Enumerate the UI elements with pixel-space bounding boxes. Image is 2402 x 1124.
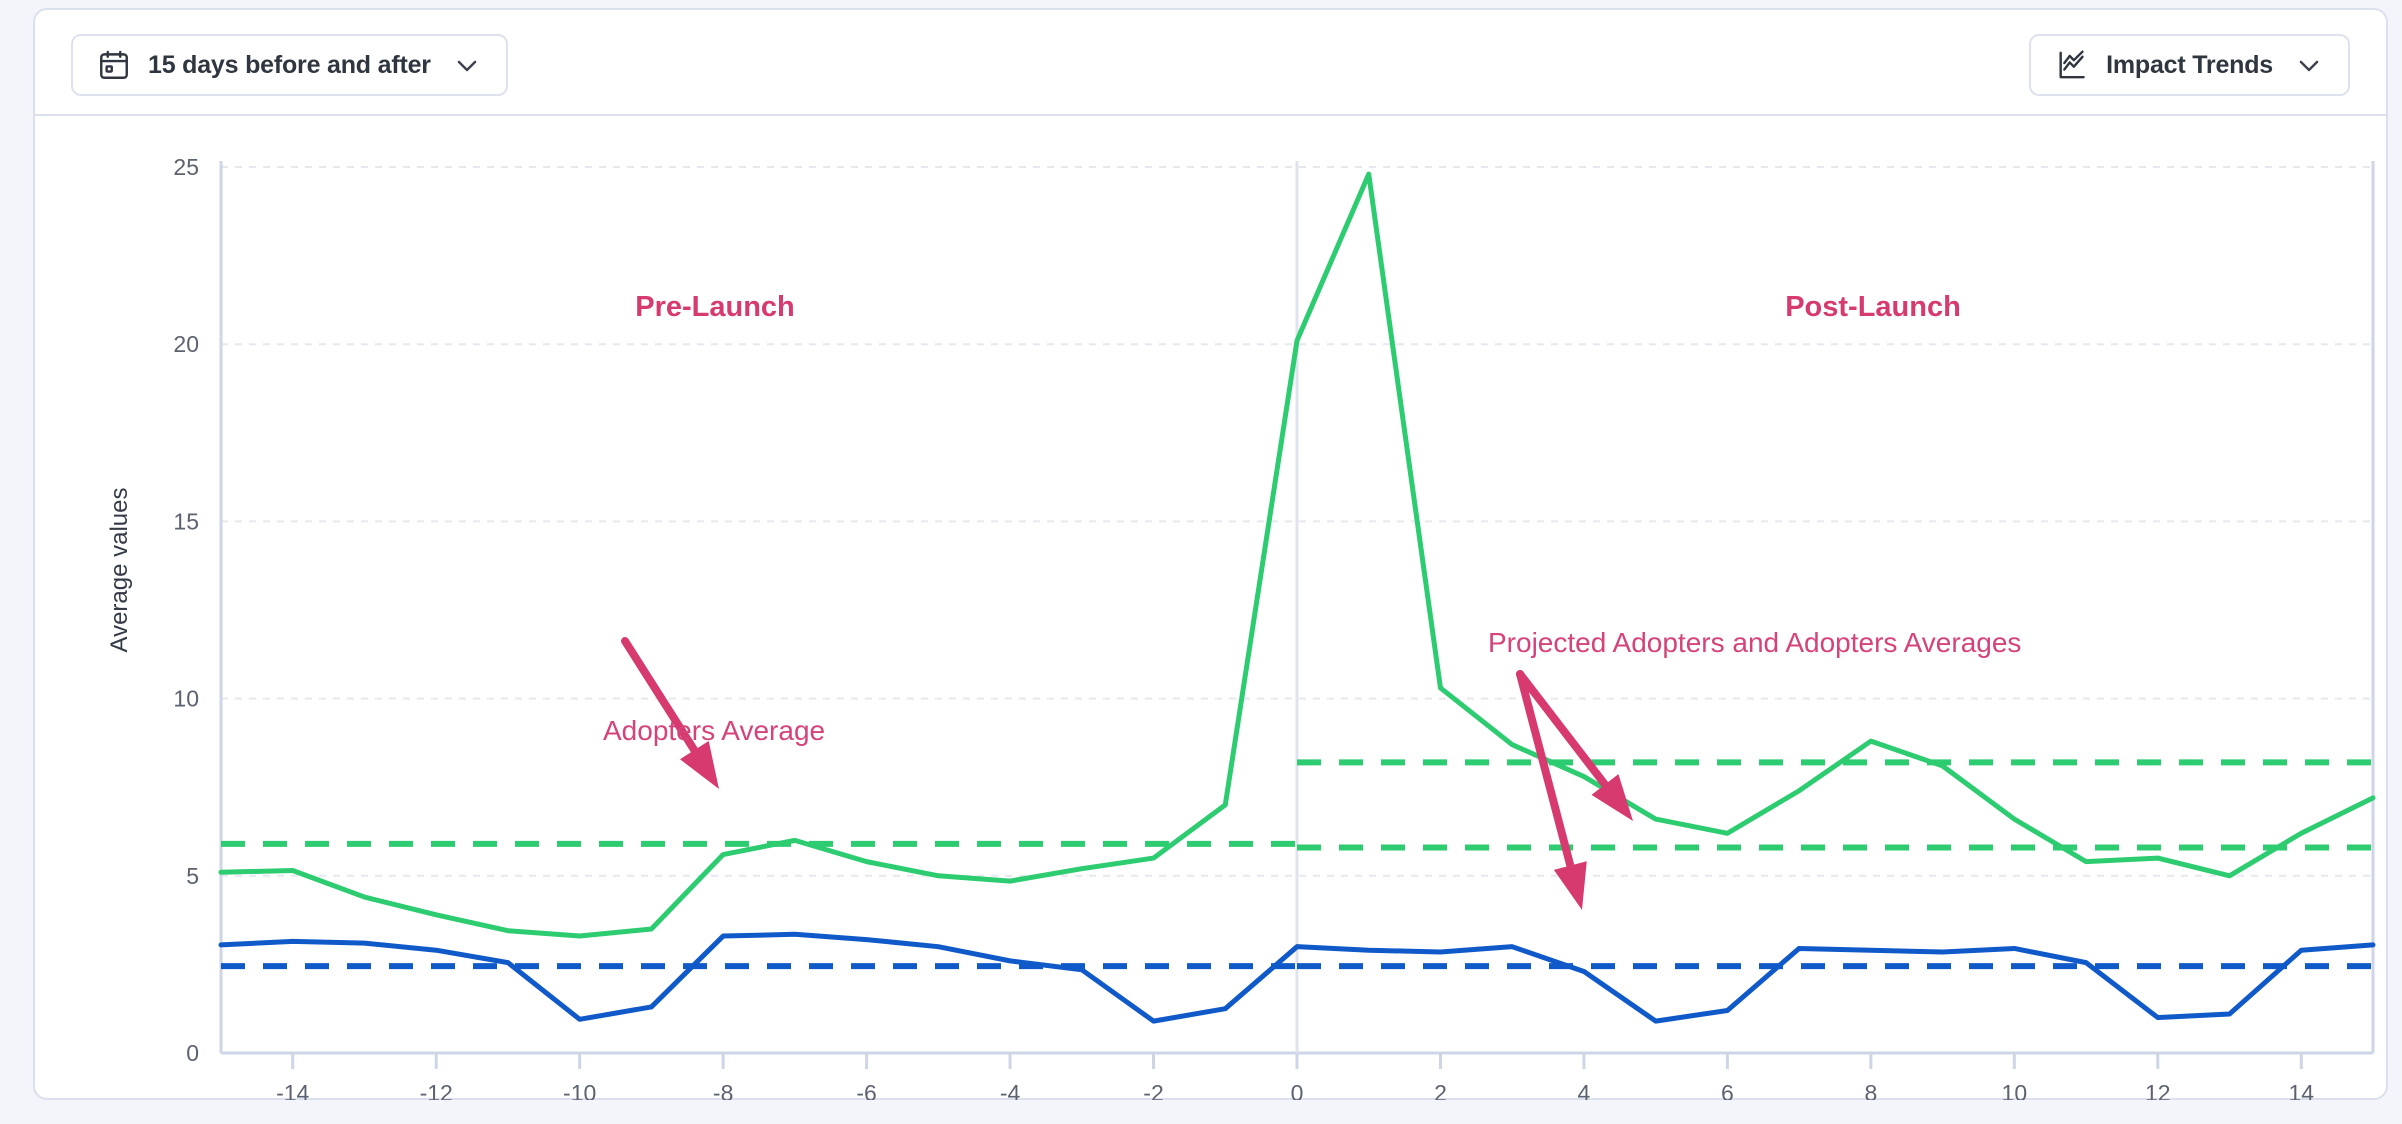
- x-tick-label: -8: [713, 1080, 733, 1100]
- series-line: [218, 931, 2376, 1024]
- x-tick-label: -2: [1143, 1080, 1163, 1100]
- chevron-down-icon[interactable]: [2294, 50, 2324, 80]
- y-tick-label: 20: [173, 331, 199, 357]
- metric-selector[interactable]: Impact Trends: [2029, 34, 2350, 96]
- y-tick-label: 5: [186, 863, 199, 889]
- y-tick-labels: 0 5 10 15 20 25: [173, 154, 199, 1066]
- line-chart-icon: [2055, 48, 2089, 82]
- annotation-arrow-head: [1591, 774, 1633, 821]
- x-tick-label: 10: [2002, 1080, 2028, 1100]
- annotation-arrow-shaft: [1516, 670, 1576, 876]
- y-tick-label: 15: [173, 508, 199, 534]
- calendar-icon: [97, 48, 131, 82]
- annotation-labels: Pre-Launch Post-Launch Adopters Average Pro…: [603, 291, 2021, 746]
- y-tick-label: 25: [173, 154, 199, 180]
- y-axis-title-text: Average values: [106, 488, 133, 653]
- chevron-down-icon[interactable]: [452, 50, 482, 80]
- annotation-arrow-shaft: [1516, 670, 1613, 794]
- x-tick-label: 0: [1291, 1080, 1304, 1100]
- y-tick-label: 0: [186, 1040, 199, 1066]
- series-line: [218, 171, 2376, 939]
- x-tick-label: -4: [1000, 1080, 1021, 1100]
- annotation-post-launch: Post-Launch: [1785, 291, 1961, 323]
- series-lines: [218, 171, 2376, 1024]
- x-tick-label: 4: [1578, 1080, 1591, 1100]
- annotation-arrow-shaft: [621, 637, 702, 760]
- date-range-label: 15 days before and after: [148, 50, 431, 79]
- x-tick-label: -10: [563, 1080, 596, 1100]
- reference-lines: [221, 759, 2373, 970]
- y-axis-title: Average values: [106, 488, 133, 653]
- metric-label: Impact Trends: [2106, 50, 2273, 79]
- annotation-projected-adopters-averages: Projected Adopters and Adopters Averages: [1488, 627, 2021, 658]
- annotation-adopters-average: Adopters Average: [603, 715, 825, 746]
- x-tick-labels: -14 -12 -10 -8 -6 -4 -2 0 2 4 6 8 10 12 14: [276, 1080, 2314, 1100]
- annotation-arrows: [621, 637, 1633, 910]
- x-tick-label: 8: [1864, 1080, 1877, 1100]
- date-range-selector[interactable]: 15 days before and after: [71, 34, 508, 96]
- x-tick-label: -6: [856, 1080, 876, 1100]
- annotation-arrow-head: [679, 741, 719, 789]
- impact-trends-card: 15 days before and after Impact Trends: [33, 8, 2388, 1100]
- x-tick-label: 14: [2288, 1080, 2314, 1100]
- x-tick-marks: [291, 1053, 2303, 1069]
- x-tick-label: 12: [2145, 1080, 2171, 1100]
- annotation-pre-launch: Pre-Launch: [635, 291, 795, 323]
- x-tick-label: -14: [276, 1080, 309, 1100]
- impact-trends-chart: 0 5 10 15 20 25 -14 -12 -10 -8 -6 -4 -2 0 2 4 6 8 10 12 14 …: [35, 116, 2386, 1100]
- y-tick-label: 10: [173, 686, 199, 712]
- x-tick-label: 2: [1434, 1080, 1447, 1100]
- chart-toolbar: 15 days before and after Impact Trends: [35, 10, 2386, 116]
- annotation-arrow-head: [1553, 861, 1587, 910]
- x-tick-label: 6: [1721, 1080, 1734, 1100]
- x-tick-label: -12: [420, 1080, 453, 1100]
